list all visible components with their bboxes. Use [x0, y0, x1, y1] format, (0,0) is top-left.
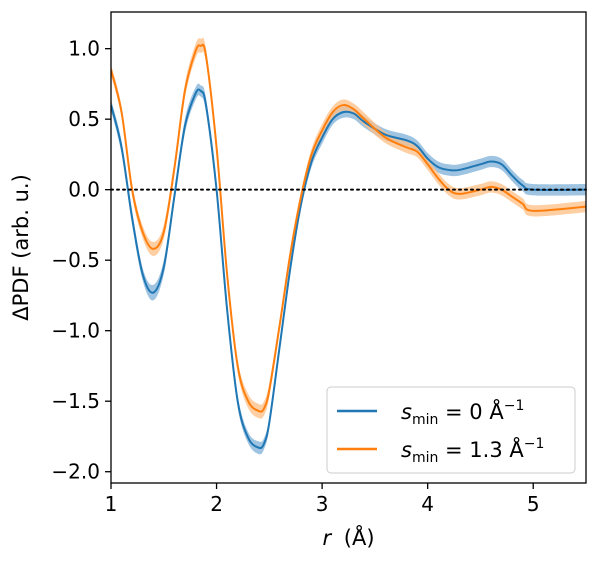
y-axis-ticks: −2.0 −1.5 −1.0 −0.5 0.0 0.5 1.0	[51, 37, 111, 484]
x-tick-label: 3	[316, 492, 329, 516]
y-tick-label: 0.0	[68, 178, 100, 202]
legend-label-1: smin = 0 Å−1	[401, 398, 524, 428]
y-tick-label: −1.0	[51, 319, 100, 343]
y-tick-label: 0.5	[68, 107, 100, 131]
x-tick-label: 2	[210, 492, 223, 516]
legend-label-2: smin = 1.3 Å−1	[401, 436, 544, 466]
legend: smin = 0 Å−1 smin = 1.3 Å−1	[326, 386, 576, 474]
series-lines	[111, 43, 586, 450]
line-series-1	[111, 88, 586, 450]
line-series-2	[111, 43, 586, 413]
x-axis-label-unit: (Å)	[344, 524, 375, 550]
band-series-2	[111, 37, 586, 419]
plot-frame	[110, 11, 587, 484]
y-tick-label: −1.5	[51, 389, 100, 413]
x-tick-label: 5	[527, 492, 540, 516]
legend-box	[326, 386, 576, 474]
y-tick-label: −2.0	[51, 460, 100, 484]
x-tick-label: 4	[421, 492, 434, 516]
x-axis-ticks: 1 2 3 4 5	[105, 483, 540, 516]
x-tick-label: 1	[105, 492, 118, 516]
y-tick-label: 1.0	[68, 37, 100, 61]
y-tick-label: −0.5	[51, 248, 100, 272]
y-axis-label: ΔPDF (arb. u.)	[9, 174, 33, 321]
x-axis-label: r (Å)	[322, 524, 374, 550]
x-axis-label-symbol: r	[322, 526, 332, 550]
